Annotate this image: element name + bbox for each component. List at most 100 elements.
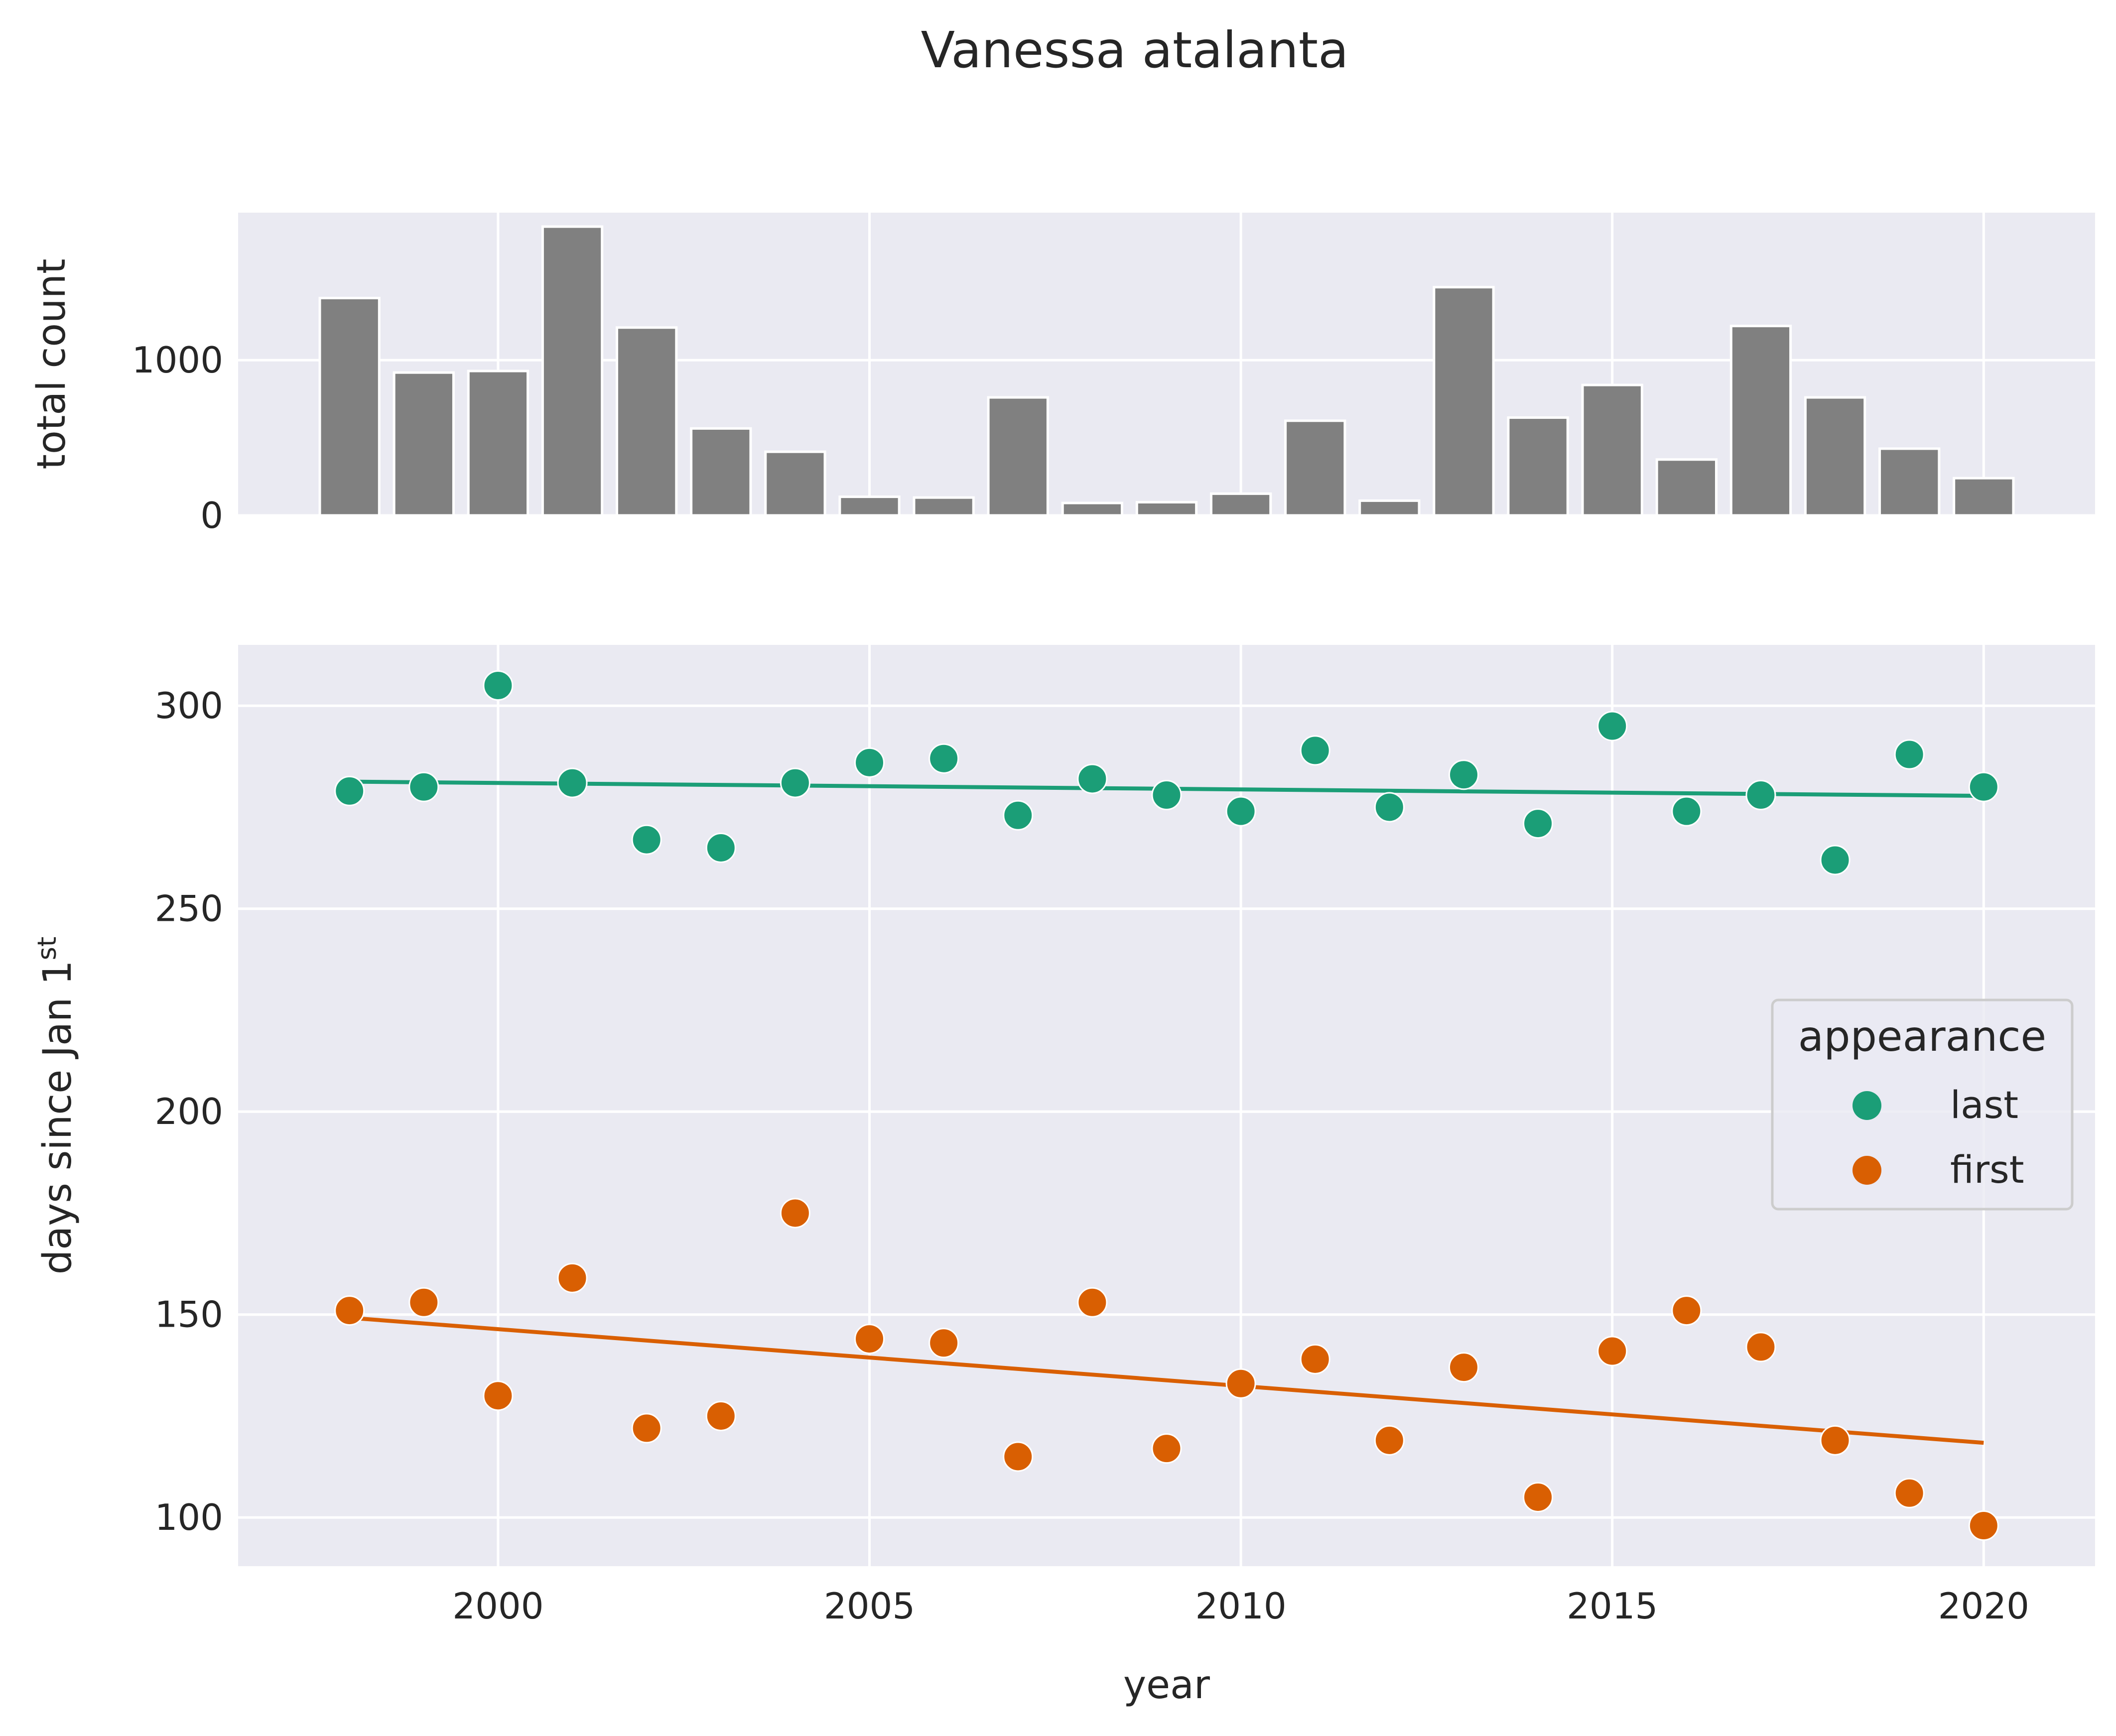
bar — [913, 496, 975, 517]
scatter-x-axis-label: year — [1123, 1663, 1210, 1708]
scatter-y-axis-label: days since Jan 1st — [32, 937, 80, 1274]
point-first — [1151, 1433, 1182, 1464]
point-first — [705, 1400, 736, 1431]
point-last — [780, 767, 810, 798]
legend-marker-last — [1852, 1091, 1881, 1120]
bar — [764, 450, 826, 517]
bar — [1358, 499, 1421, 517]
scatter-x-tick-labels: 2000 2005 2010 2015 2020 — [452, 1585, 2029, 1627]
bar-panel: 0 1000 total count — [29, 213, 2095, 536]
scatter-y-axis-label-superscript: st — [32, 937, 62, 960]
scatter-points — [334, 670, 1999, 1541]
chart-title: Vanessa atalanta — [921, 21, 1349, 79]
point-first — [1894, 1478, 1925, 1508]
point-last — [854, 747, 885, 778]
scatter-x-tick-label: 2010 — [1195, 1585, 1287, 1627]
bar — [987, 396, 1049, 517]
point-first — [557, 1262, 588, 1293]
bar — [1284, 419, 1346, 517]
point-first — [854, 1324, 885, 1355]
scatter-y-tick-label: 300 — [155, 685, 223, 727]
bar-series — [318, 225, 2015, 517]
point-last — [1968, 771, 1999, 802]
point-last — [1523, 808, 1554, 839]
bar — [1433, 286, 1495, 517]
legend-title: appearance — [1798, 1012, 2046, 1061]
bar — [1061, 501, 1124, 517]
scatter-x-tick-label: 2020 — [1938, 1585, 2029, 1627]
point-last — [1077, 763, 1108, 794]
point-last — [1225, 796, 1256, 827]
point-last — [1894, 739, 1925, 770]
point-first — [334, 1295, 365, 1326]
point-last — [1448, 759, 1479, 790]
bar — [1878, 447, 1941, 517]
bar — [838, 496, 901, 517]
scatter-panel: 100 150 200 250 300 2000 2005 2010 2015 2020 yea… — [32, 645, 2095, 1708]
point-first — [780, 1198, 810, 1229]
bar — [1804, 396, 1866, 517]
scatter-x-tick-label: 2005 — [824, 1585, 915, 1627]
point-first — [1968, 1510, 1999, 1541]
scatter-x-tick-label: 2015 — [1567, 1585, 1658, 1627]
point-last — [1374, 792, 1405, 823]
point-last — [1151, 780, 1182, 811]
legend-label-last: last — [1950, 1083, 2018, 1127]
scatter-y-tick-label: 100 — [155, 1496, 223, 1538]
point-last — [557, 767, 588, 798]
point-first — [1077, 1287, 1108, 1318]
bar — [1581, 383, 1643, 517]
bar-y-tick-label: 0 — [200, 495, 223, 536]
scatter-y-tick-label: 250 — [155, 888, 223, 930]
bar — [467, 370, 529, 517]
legend-label-first: first — [1950, 1147, 2024, 1192]
scatter-x-tick-label: 2000 — [452, 1585, 543, 1627]
scatter-y-tick-labels: 100 150 200 250 300 — [155, 685, 223, 1538]
scatter-y-axis-label-main: days since Jan 1 — [35, 960, 80, 1274]
trend-line-first — [349, 1316, 1984, 1445]
point-last — [631, 824, 662, 855]
point-first — [1745, 1332, 1776, 1363]
point-last — [928, 743, 959, 774]
bar — [616, 326, 678, 517]
bar — [1655, 458, 1718, 517]
bar-y-tick-labels: 0 1000 — [132, 339, 223, 536]
legend: appearance last first — [1771, 998, 2074, 1211]
point-first — [1820, 1425, 1851, 1456]
point-first — [631, 1413, 662, 1444]
point-last — [1745, 780, 1776, 811]
legend-box — [1771, 998, 2074, 1211]
point-last — [1820, 845, 1851, 875]
bar — [1953, 477, 2015, 517]
scatter-y-tick-label: 200 — [155, 1091, 223, 1132]
point-first — [483, 1380, 514, 1411]
point-first — [1225, 1368, 1256, 1399]
point-last — [1300, 735, 1330, 766]
point-first — [1003, 1441, 1034, 1472]
point-last — [1671, 796, 1702, 827]
point-first — [1597, 1336, 1628, 1366]
point-first — [1374, 1425, 1405, 1456]
point-first — [1448, 1352, 1479, 1383]
bar — [1507, 416, 1569, 517]
point-first — [928, 1328, 959, 1359]
point-first — [1300, 1344, 1330, 1374]
bar — [690, 427, 752, 517]
point-first — [408, 1287, 439, 1318]
scatter-y-tick-label: 150 — [155, 1294, 223, 1336]
point-last — [705, 832, 736, 863]
bar — [1209, 492, 1272, 517]
legend-marker-first — [1852, 1156, 1881, 1185]
point-last — [1597, 711, 1628, 742]
point-last — [408, 771, 439, 802]
bar — [318, 296, 381, 517]
point-last — [334, 775, 365, 806]
bar-y-axis-label: total count — [29, 258, 74, 469]
bar — [1135, 500, 1198, 517]
point-last — [483, 670, 514, 701]
point-last — [1003, 800, 1034, 831]
point-first — [1671, 1295, 1702, 1326]
bar-y-tick-label: 1000 — [132, 339, 223, 381]
bar — [541, 225, 604, 517]
